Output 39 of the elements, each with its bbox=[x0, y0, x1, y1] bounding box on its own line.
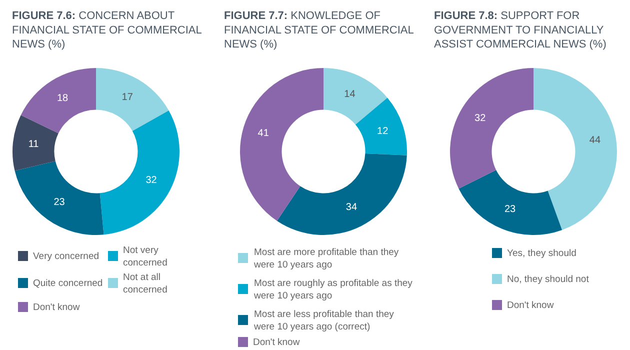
donut-slice bbox=[14, 161, 104, 235]
data-label: 23 bbox=[504, 204, 516, 216]
data-label: 34 bbox=[346, 202, 358, 213]
donut-slice bbox=[276, 153, 407, 235]
legend-label: Not very concerned bbox=[123, 245, 168, 268]
legend-label: Very concerned bbox=[33, 251, 100, 262]
donut-slice bbox=[96, 68, 169, 131]
legend-label: Most are more profitable than they were 10 years ago bbox=[253, 247, 399, 270]
donut-slice bbox=[12, 115, 58, 171]
data-label: 23 bbox=[54, 196, 66, 208]
donut-slice bbox=[20, 68, 96, 134]
legend-label: Don't know bbox=[33, 302, 80, 313]
legend-label: No, they should not bbox=[507, 274, 590, 285]
legend-label: Don't know bbox=[507, 300, 554, 311]
data-label: 12 bbox=[377, 126, 389, 137]
data-label: 41 bbox=[258, 128, 270, 139]
data-label: 17 bbox=[122, 92, 134, 103]
chart-title: FIGURE 7.8: SUPPORT FOR GOVERNMENT TO FINANCIALLY ASSIST COMMERCIAL NEWS (%) bbox=[434, 10, 606, 51]
legend-label: Most are less profitable than they were 10 years ago (correct) bbox=[253, 309, 394, 332]
legend-label: Don't know bbox=[253, 337, 300, 348]
legend-label: Quite concerned bbox=[33, 278, 103, 289]
donut-slice bbox=[100, 110, 180, 235]
donut-slice bbox=[458, 170, 562, 235]
chart-title: FIGURE 7.6: CONCERN ABOUT FINANCIAL STATE OF COMMERCIAL NEWS (%) bbox=[12, 10, 202, 51]
data-label: 32 bbox=[474, 112, 486, 124]
data-label: 32 bbox=[146, 175, 158, 186]
legend-label: Not at all concerned bbox=[123, 272, 168, 296]
donut-slice bbox=[240, 68, 324, 221]
data-label: 44 bbox=[589, 135, 601, 146]
data-label: 11 bbox=[28, 139, 40, 150]
donut-slice bbox=[534, 68, 617, 230]
data-label: 18 bbox=[56, 92, 69, 104]
donut-slice bbox=[355, 98, 407, 156]
legend-label: Yes, they should bbox=[507, 248, 576, 259]
data-label: 14 bbox=[344, 89, 356, 100]
legend-label: Most are roughly as profitable as they were 10 years ago bbox=[253, 278, 413, 302]
chart-title: FIGURE 7.7: KNOWLEDGE OF FINANCIAL STATE OF COMMERCIAL NEWS (%) bbox=[224, 10, 414, 51]
donut-slice bbox=[324, 68, 388, 125]
donut-slice bbox=[450, 68, 534, 189]
